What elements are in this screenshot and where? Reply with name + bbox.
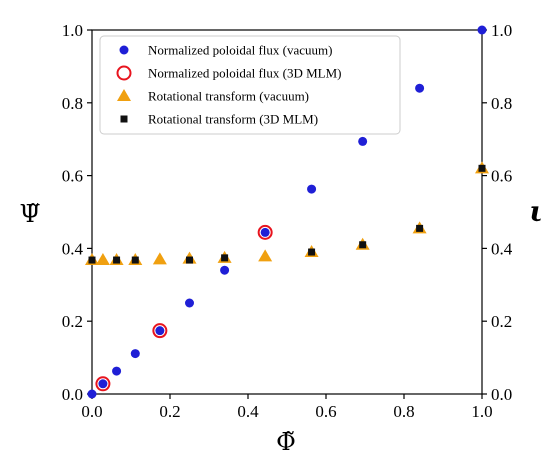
legend-marker — [120, 115, 128, 123]
right-y-tick-label: 0.2 — [491, 312, 512, 331]
poloidal-flux-vacuum-point — [98, 379, 108, 389]
axis-ticks: 0.0 0.2 0.4 0.6 0.8 1.00.00.20.40.60.81.00.00… — [62, 21, 513, 421]
poloidal-flux-vacuum-point — [87, 389, 97, 399]
rotational-transform-mlm-point — [308, 248, 316, 256]
left-y-axis-label: Ψ̃ — [19, 200, 40, 228]
rotational-transform-mlm-point — [88, 256, 96, 264]
rotational-transform-mlm-point — [359, 241, 367, 249]
right-y-tick-label: 0.0 — [491, 385, 512, 404]
x-tick-label: 1.0 — [471, 402, 492, 421]
rotational-transform-vacuum-point — [95, 253, 110, 266]
poloidal-flux-vacuum-point — [358, 136, 368, 146]
rotational-transform-vacuum-point — [152, 252, 167, 265]
axis-labels: Φ̃ Ψ̃ ι — [19, 195, 542, 456]
poloidal-flux-vacuum-point — [185, 298, 194, 308]
left-y-tick-label: 1.0 — [62, 21, 83, 40]
left-y-tick-label: 0.2 — [62, 312, 83, 331]
poloidal-flux-mlm-point — [257, 224, 273, 240]
poloidal-flux-vacuum-point — [155, 326, 165, 336]
left-y-tick-label: 0.4 — [62, 239, 84, 258]
rotational-transform-mlm-point — [221, 254, 229, 262]
legend-entry-label: Normalized poloidal flux (vacuum) — [148, 43, 332, 58]
right-y-tick-label: 0.4 — [491, 239, 513, 258]
right-y-tick-label: 0.6 — [491, 167, 512, 186]
poloidal-flux-vacuum-point — [260, 227, 270, 237]
x-tick-label: 0.4 — [237, 402, 259, 421]
legend: Normalized poloidal flux (vacuum) Normali… — [99, 35, 401, 135]
poloidal-flux-vacuum-point — [307, 184, 317, 194]
right-y-tick-label: 0.8 — [491, 94, 512, 113]
legend-marker — [119, 45, 129, 55]
plot-frame — [91, 29, 483, 395]
x-tick-label: 0.0 — [81, 402, 102, 421]
poloidal-flux-vacuum-point — [220, 265, 230, 275]
left-y-tick-label: 0.0 — [62, 385, 83, 404]
rotational-transform-mlm-point — [186, 256, 193, 264]
rotational-transform-vacuum-point — [258, 249, 273, 262]
legend-entry-label: Normalized poloidal flux (3D MLM) — [148, 66, 342, 81]
right-y-axis-label: ι — [529, 195, 543, 228]
poloidal-flux-vacuum-point — [415, 83, 425, 93]
right-y-tick-label: 1.0 — [491, 21, 512, 40]
x-tick-label: 0.8 — [393, 402, 414, 421]
poloidal-flux-vacuum-point — [130, 349, 140, 359]
legend-marker — [116, 65, 132, 81]
rotational-transform-mlm-point — [131, 256, 139, 264]
rotational-transform-mlm-point — [416, 224, 424, 232]
legend-entry-label: Rotational transform (3D MLM) — [148, 112, 318, 127]
data-marks — [85, 25, 489, 399]
rotational-transform-mlm-point — [478, 164, 486, 172]
poloidal-flux-mlm-point — [95, 376, 111, 392]
left-y-tick-label: 0.6 — [62, 167, 83, 186]
poloidal-flux-mlm-point — [152, 323, 168, 339]
x-tick-label: 0.6 — [315, 402, 336, 421]
left-y-tick-label: 0.8 — [62, 94, 83, 113]
legend-box — [99, 35, 401, 135]
poloidal-flux-vacuum-point — [477, 25, 487, 35]
x-tick-label: 0.2 — [159, 402, 180, 421]
rotational-transform-mlm-point — [113, 256, 121, 264]
poloidal-flux-vacuum-point — [112, 366, 122, 376]
x-axis-label: Φ̃ — [276, 428, 296, 456]
plot-area — [91, 29, 483, 395]
legend-entry-label: Rotational transform (vacuum) — [148, 89, 309, 104]
legend-marker — [117, 89, 131, 101]
